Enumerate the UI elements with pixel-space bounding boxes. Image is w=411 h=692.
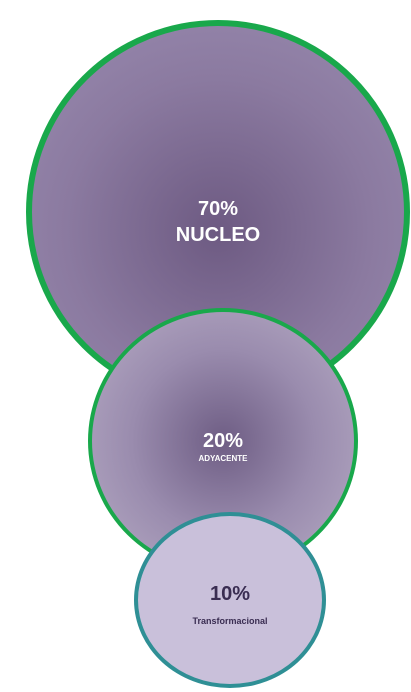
transformacional-circle: 10% Transformacional: [134, 512, 326, 688]
nucleo-content: 70% NUCLEO: [176, 196, 260, 248]
adyacente-percent: 20%: [202, 430, 243, 452]
transformacional-percent: 10%: [209, 583, 251, 605]
adyacente-content: 20% ADYACENTE: [198, 429, 247, 463]
adyacente-circle: 20% ADYACENTE: [88, 308, 358, 574]
nucleo-percent: 70%: [197, 198, 238, 220]
adyacente-label: ADYACENTE: [198, 454, 248, 463]
transformacional-label: Transformacional: [192, 616, 268, 626]
nucleo-label: NUCLEO: [175, 224, 261, 246]
transformacional-content: 10% Transformacional: [192, 582, 267, 626]
